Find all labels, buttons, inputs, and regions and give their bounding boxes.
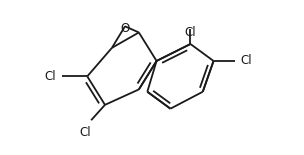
Text: Cl: Cl <box>240 54 252 67</box>
Text: Cl: Cl <box>44 70 56 83</box>
Text: Cl: Cl <box>185 26 196 39</box>
Text: Cl: Cl <box>79 126 91 139</box>
Text: O: O <box>120 22 130 35</box>
